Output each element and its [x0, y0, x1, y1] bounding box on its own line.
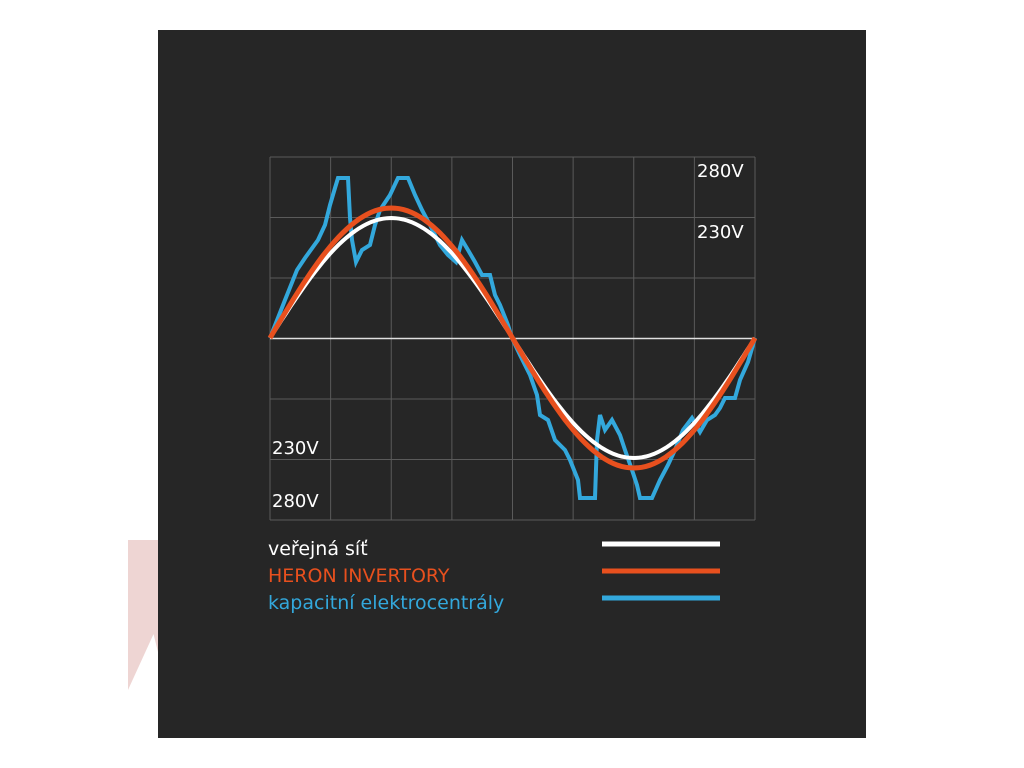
- legend-label: HERON INVERTORY: [268, 565, 450, 587]
- scale-label: 230V: [272, 438, 319, 459]
- scale-label: 280V: [697, 161, 744, 182]
- scale-label: 230V: [697, 222, 744, 243]
- legend-label: veřejná síť: [268, 538, 368, 560]
- inverter-wave: [267, 205, 758, 471]
- legend-label: kapacitní elektrocentrály: [268, 592, 504, 614]
- legend: veřejná síť HERON INVERTORY kapacitní elek…: [268, 538, 720, 614]
- scale-label: 280V: [272, 491, 319, 512]
